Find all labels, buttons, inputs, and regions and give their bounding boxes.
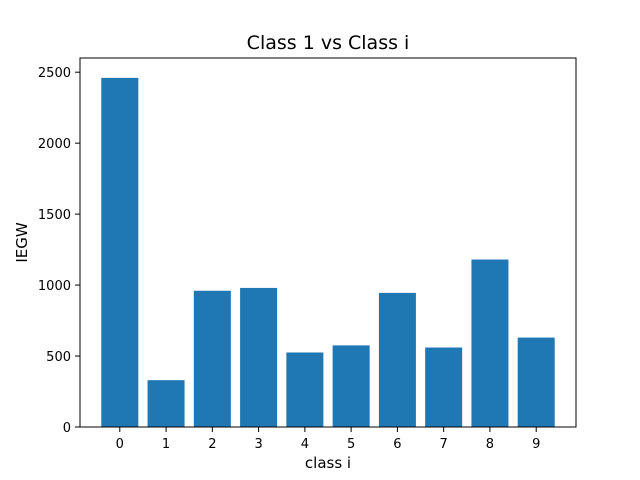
x-axis-label: class i xyxy=(305,454,351,472)
x-tick-label: 9 xyxy=(532,437,540,452)
x-tick-label: 5 xyxy=(347,437,355,452)
y-tick-label: 2000 xyxy=(38,137,71,152)
plot-frame xyxy=(79,57,577,428)
bar-3 xyxy=(240,287,278,427)
bar-7 xyxy=(425,347,463,427)
bar-9 xyxy=(517,337,555,427)
x-tick-label: 2 xyxy=(208,437,216,452)
bar-0 xyxy=(101,77,139,427)
x-tick-label: 3 xyxy=(254,437,262,452)
y-axis-ticks: 0 500 1000 1500 2000 2500 xyxy=(38,66,80,436)
bar-2 xyxy=(193,290,231,427)
y-tick-label: 2500 xyxy=(38,66,71,81)
y-tick-label: 1500 xyxy=(38,208,71,223)
y-tick-label: 0 xyxy=(63,421,71,436)
x-tick-label: 1 xyxy=(162,437,170,452)
chart-title: Class 1 vs Class i xyxy=(247,32,410,54)
bar-5 xyxy=(332,345,370,427)
y-tick-label: 500 xyxy=(46,350,71,365)
x-tick-label: 6 xyxy=(393,437,401,452)
bar-8 xyxy=(471,259,509,427)
x-tick-label: 7 xyxy=(440,437,448,452)
bar-1 xyxy=(147,380,185,427)
bars-group xyxy=(101,77,555,427)
x-tick-label: 4 xyxy=(301,437,309,452)
x-tick-label: 0 xyxy=(116,437,124,452)
bar-4 xyxy=(286,352,324,427)
x-tick-label: 8 xyxy=(486,437,494,452)
y-axis-label: IEGW xyxy=(13,222,31,263)
bar-6 xyxy=(378,292,416,427)
y-tick-label: 1000 xyxy=(38,279,71,294)
x-axis-ticks: 0 1 2 3 4 5 6 7 8 9 xyxy=(116,427,540,452)
